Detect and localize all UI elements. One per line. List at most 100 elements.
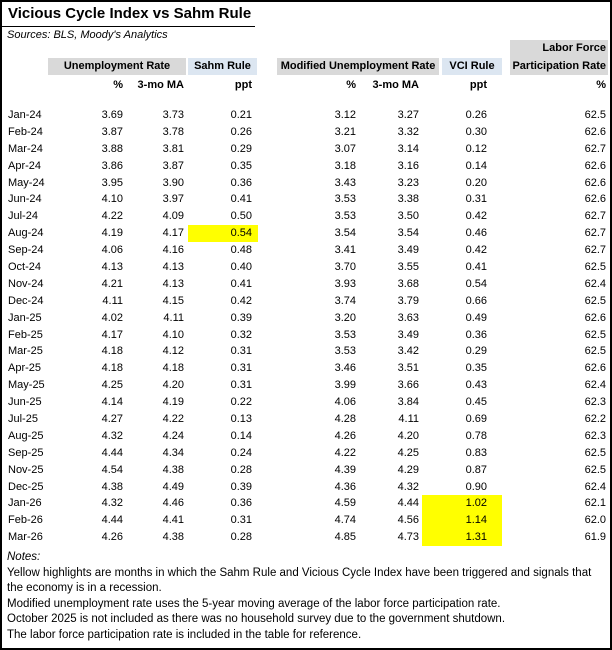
cell: 0.14 — [465, 159, 487, 172]
cell: 4.32 — [101, 429, 123, 442]
cell: 4.13 — [101, 261, 123, 274]
cell: 0.31 — [465, 193, 487, 206]
cell: 0.45 — [465, 396, 487, 409]
table-row: Feb-25 4.17 4.10 0.32 3.53 3.49 0.36 62.5 — [2, 327, 608, 344]
row-label: Mar-26 — [8, 531, 43, 544]
cell: 4.74 — [334, 514, 356, 527]
spacer — [502, 77, 510, 94]
spacer — [258, 276, 280, 293]
spacer — [502, 276, 510, 293]
cell: 0.43 — [465, 379, 487, 392]
cell: 3.50 — [397, 210, 419, 223]
table-row: Aug-25 4.32 4.24 0.14 4.26 4.20 0.78 62.3 — [2, 428, 608, 445]
table-row: Sep-24 4.06 4.16 0.48 3.41 3.49 0.42 62.7 — [2, 242, 608, 259]
row-label: Nov-25 — [8, 463, 44, 476]
cell: 62.2 — [584, 413, 606, 426]
cell: 3.23 — [397, 176, 419, 189]
cell: 3.49 — [397, 244, 419, 257]
cell: 62.6 — [584, 311, 606, 324]
cell: 4.17 — [162, 227, 184, 240]
row-label: Feb-26 — [8, 514, 43, 527]
row-label: Jul-24 — [8, 210, 38, 223]
cell: 3.18 — [334, 159, 356, 172]
spacer — [502, 360, 510, 377]
cell: 3.66 — [397, 379, 419, 392]
cell: 3.54 — [397, 227, 419, 240]
cell: 0.28 — [230, 531, 252, 544]
cell: 0.54 — [188, 225, 258, 243]
cell: 0.54 — [465, 277, 487, 290]
cell: 0.50 — [230, 210, 252, 223]
spacer — [258, 77, 280, 94]
row-label: Sep-25 — [8, 446, 44, 459]
cell: 3.99 — [334, 379, 356, 392]
row-label: Jan-26 — [8, 497, 42, 510]
spacer — [258, 191, 280, 208]
table-row: Jul-25 4.27 4.22 0.13 4.28 4.11 0.69 62.2 — [2, 411, 608, 428]
cell: 4.54 — [101, 463, 123, 476]
cell: 1.02 — [422, 495, 502, 513]
cell: 4.18 — [162, 362, 184, 375]
cell: 0.26 — [465, 109, 487, 121]
title-underline — [2, 26, 255, 27]
cell: 4.12 — [162, 345, 184, 358]
spacer — [502, 225, 510, 242]
header-group-sahm-rule: Sahm Rule — [188, 58, 257, 75]
cell: 3.93 — [334, 277, 356, 290]
sources-note: Sources: BLS, Moody's Analytics — [7, 29, 168, 41]
cell: 4.44 — [101, 514, 123, 527]
cell: 62.3 — [584, 396, 606, 409]
unit-label: 3-mo MA — [372, 79, 419, 91]
cell: 0.90 — [465, 480, 487, 493]
spacer — [502, 191, 510, 208]
spacer — [502, 512, 510, 529]
row-label: Nov-24 — [8, 277, 44, 290]
cell: 4.22 — [101, 210, 123, 223]
cell: 0.36 — [230, 176, 252, 189]
spacer — [502, 141, 510, 158]
cell: 0.83 — [465, 446, 487, 459]
cell: 3.54 — [334, 227, 356, 240]
cell: 1.31 — [422, 529, 502, 547]
spacer — [502, 158, 510, 175]
cell: 62.1 — [584, 497, 606, 510]
cell: 0.14 — [230, 429, 252, 442]
cell: 3.41 — [334, 244, 356, 257]
cell: 4.20 — [162, 379, 184, 392]
notes-line: October 2025 is not included as there wa… — [7, 613, 506, 626]
cell: 3.49 — [397, 328, 419, 341]
notes-line: Modified unemployment rate uses the 5-ye… — [7, 597, 501, 610]
cell: 4.06 — [101, 244, 123, 257]
cell: 4.10 — [101, 193, 123, 206]
spacer — [502, 242, 510, 259]
spacer — [258, 343, 280, 360]
cell: 4.13 — [162, 261, 184, 274]
spacer — [258, 310, 280, 327]
spacer — [502, 208, 510, 225]
cell: 4.18 — [101, 345, 123, 358]
cell: 61.9 — [584, 531, 606, 544]
cell: 4.26 — [334, 429, 356, 442]
table-row: Jan-24 3.69 3.73 0.21 3.12 3.27 0.26 62.5 — [2, 107, 608, 124]
cell: 4.18 — [101, 362, 123, 375]
cell: 4.56 — [397, 514, 419, 527]
spacer — [502, 310, 510, 327]
cell: 62.0 — [584, 514, 606, 527]
spacer — [258, 141, 280, 158]
row-label: Aug-24 — [8, 227, 44, 240]
cell: 3.88 — [101, 142, 123, 155]
cell: 3.20 — [334, 311, 356, 324]
cell: 4.32 — [101, 497, 123, 510]
cell: 62.5 — [584, 328, 606, 341]
spacer — [258, 327, 280, 344]
cell: 62.6 — [584, 362, 606, 375]
table-row: Mar-25 4.18 4.12 0.31 3.53 3.42 0.29 62.5 — [2, 343, 608, 360]
cell: 3.42 — [397, 345, 419, 358]
header-group-unemployment-rate: Unemployment Rate — [48, 58, 186, 75]
cell: 0.28 — [230, 463, 252, 476]
row-label: Sep-24 — [8, 244, 44, 257]
spacer — [502, 479, 510, 496]
spacer — [258, 411, 280, 428]
cell: 4.11 — [163, 311, 184, 324]
cell: 3.90 — [162, 176, 184, 189]
